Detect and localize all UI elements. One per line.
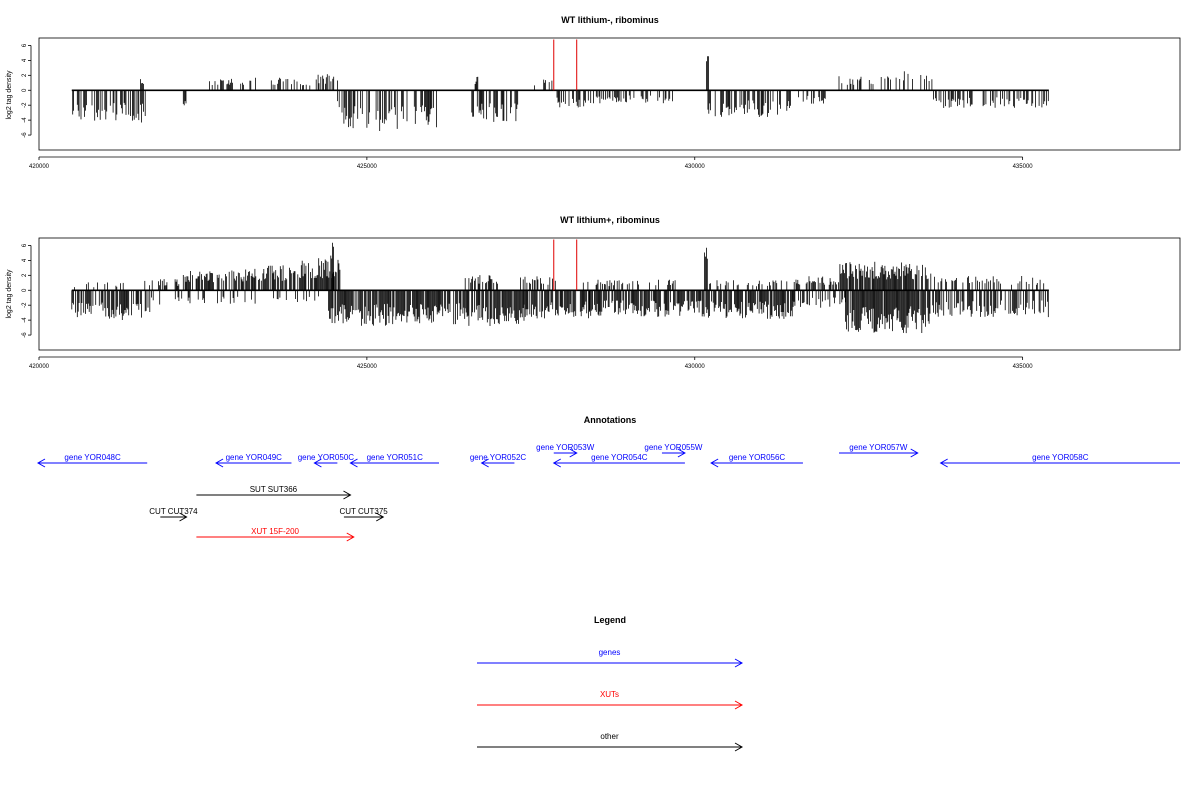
annotation-label: gene YOR054C bbox=[591, 453, 648, 462]
annotation-feature: gene YOR057W bbox=[839, 443, 919, 458]
y-tick-label: -4 bbox=[22, 317, 28, 323]
track-panel-lithium-minus: WT lithium-, ribominus log2 tag density … bbox=[6, 15, 1181, 170]
x-tick-label: 430000 bbox=[685, 364, 706, 370]
y-tick-label: 4 bbox=[22, 258, 28, 262]
y-tick-label: -4 bbox=[22, 117, 28, 123]
annotation-feature: gene YOR050C bbox=[298, 453, 355, 468]
annotation-label: gene YOR057W bbox=[849, 443, 908, 452]
annotation-label: gene YOR055W bbox=[644, 443, 703, 452]
legend-title: Legend bbox=[594, 615, 626, 625]
annotation-feature: SUT SUT366 bbox=[196, 485, 352, 500]
y-tick-label: -2 bbox=[22, 302, 28, 308]
x-tick-label: 425000 bbox=[357, 364, 378, 370]
y-tick-label: 2 bbox=[22, 73, 28, 77]
annotations-panel: Annotations gene YOR048C gene YOR049C gene… bbox=[36, 415, 1180, 542]
y-tick-label: 2 bbox=[22, 273, 28, 277]
annotation-feature: gene YOR053W bbox=[536, 443, 595, 458]
y-tick-label: 0 bbox=[22, 88, 28, 92]
annotation-label: CUT CUT374 bbox=[149, 507, 198, 516]
y-tick-label: -6 bbox=[22, 332, 28, 338]
annotation-label: gene YOR048C bbox=[64, 453, 121, 462]
y-tick-label: -6 bbox=[22, 132, 28, 138]
y-axis-label: log2 tag density bbox=[6, 269, 13, 319]
legend-entries: genes XUTs other bbox=[477, 648, 744, 752]
annotation-label: gene YOR052C bbox=[470, 453, 527, 462]
annotation-feature: gene YOR056C bbox=[710, 453, 803, 468]
y-tick-label: 6 bbox=[22, 243, 28, 247]
legend-entry: genes bbox=[477, 648, 744, 668]
panel-title: WT lithium+, ribominus bbox=[560, 215, 660, 225]
annotation-feature: CUT CUT375 bbox=[339, 507, 388, 522]
annotation-feature: gene YOR052C bbox=[470, 453, 527, 468]
legend-entry: XUTs bbox=[477, 690, 744, 710]
annotation-label: gene YOR053W bbox=[536, 443, 595, 452]
annotation-label: CUT CUT375 bbox=[339, 507, 388, 516]
annotation-label: SUT SUT366 bbox=[250, 485, 298, 494]
panel-title: WT lithium-, ribominus bbox=[561, 15, 659, 25]
annotation-label: XUT 15F-200 bbox=[251, 527, 299, 536]
annotation-feature: gene YOR049C bbox=[215, 453, 292, 468]
density-bars bbox=[71, 239, 1049, 334]
y-tick-label: 0 bbox=[22, 288, 28, 292]
y-tick-label: 4 bbox=[22, 58, 28, 62]
x-tick-label: 435000 bbox=[1013, 364, 1034, 370]
annotation-feature: gene YOR058C bbox=[939, 453, 1180, 468]
plot-frame bbox=[38, 37, 1181, 151]
annotation-feature: XUT 15F-200 bbox=[196, 527, 355, 542]
legend-label: other bbox=[600, 732, 619, 741]
x-tick-label: 435000 bbox=[1013, 164, 1034, 170]
annotation-label: gene YOR056C bbox=[729, 453, 786, 462]
annotation-label: gene YOR051C bbox=[367, 453, 424, 462]
annotation-features: gene YOR048C gene YOR049C gene YOR050C gene… bbox=[36, 443, 1180, 542]
x-tick-label: 425000 bbox=[357, 164, 378, 170]
x-tick-label: 430000 bbox=[685, 164, 706, 170]
annotation-label: gene YOR049C bbox=[226, 453, 283, 462]
y-tick-label: 6 bbox=[22, 43, 28, 47]
annotation-feature: gene YOR055W bbox=[644, 443, 703, 458]
y-axis-label: log2 tag density bbox=[6, 70, 13, 120]
annotation-feature: gene YOR051C bbox=[349, 453, 440, 468]
axes: -6 -4 -2 0 2 4 6 420000 425000 430000 435000 bbox=[22, 43, 1033, 170]
x-tick-label: 420000 bbox=[29, 364, 50, 370]
track-panel-lithium-plus: WT lithium+, ribominus log2 tag density … bbox=[6, 215, 1181, 370]
plot-frame bbox=[38, 237, 1181, 351]
y-tick-label: -2 bbox=[22, 102, 28, 108]
density-bars bbox=[71, 39, 1049, 131]
axes: -6 -4 -2 0 2 4 6 420000 425000 430000 435000 bbox=[22, 243, 1033, 370]
annotation-feature: CUT CUT374 bbox=[149, 507, 198, 522]
legend-label: genes bbox=[599, 648, 621, 657]
x-tick-label: 420000 bbox=[29, 164, 50, 170]
annotation-label: gene YOR050C bbox=[298, 453, 355, 462]
legend-label: XUTs bbox=[600, 690, 619, 699]
annotation-label: gene YOR058C bbox=[1032, 453, 1089, 462]
legend-entry: other bbox=[477, 732, 744, 752]
annotation-feature: gene YOR054C bbox=[552, 453, 685, 468]
annotations-title: Annotations bbox=[584, 415, 637, 425]
annotation-feature: gene YOR048C bbox=[36, 453, 148, 468]
legend-panel: Legend genes XUTs other bbox=[477, 615, 744, 752]
